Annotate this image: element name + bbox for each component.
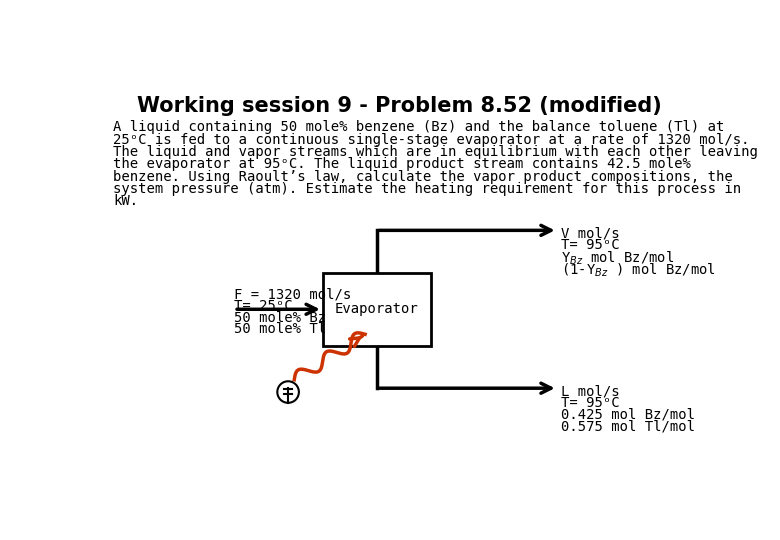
Text: A liquid containing 50 mole% benzene (Bz) and the balance toluene (Tl) at: A liquid containing 50 mole% benzene (Bz… [113,120,725,134]
Text: kW.: kW. [113,194,138,208]
Text: Evaporator: Evaporator [335,302,419,316]
Text: system pressure (atm). Estimate the heating requirement for this process in: system pressure (atm). Estimate the heat… [113,182,742,196]
Text: T= 95ᵒC: T= 95ᵒC [562,238,620,252]
Text: the evaporator at 95ᵒC. The liquid product stream contains 42.5 mole%: the evaporator at 95ᵒC. The liquid produ… [113,157,691,171]
Text: benzene. Using Raoult’s law, calculate the vapor product compositions, the: benzene. Using Raoult’s law, calculate t… [113,170,733,184]
Text: Y$_{Bz}$ mol Bz/mol: Y$_{Bz}$ mol Bz/mol [562,249,675,267]
Text: F = 1320 mol/s: F = 1320 mol/s [234,288,352,302]
Text: 50 mole% Tl: 50 mole% Tl [234,322,326,336]
Text: 0.425 mol Bz/mol: 0.425 mol Bz/mol [562,408,696,421]
Text: T= 95ᵒC: T= 95ᵒC [562,396,620,410]
Text: 50 mole% Bz: 50 mole% Bz [234,311,326,325]
Text: V mol/s: V mol/s [562,226,620,240]
Text: 0.575 mol Tl/mol: 0.575 mol Tl/mol [562,419,696,433]
Text: Working session 9 - Problem 8.52 (modified): Working session 9 - Problem 8.52 (modifi… [137,96,662,116]
Text: T= 25ᵒC: T= 25ᵒC [234,299,292,313]
Text: (1-Y$_{Bz}$ ) mol Bz/mol: (1-Y$_{Bz}$ ) mol Bz/mol [562,261,717,279]
Bar [323,273,431,346]
Text: L mol/s: L mol/s [562,384,620,399]
Text: The liquid and vapor streams which are in equilibrium with each other leaving: The liquid and vapor streams which are i… [113,145,758,159]
Text: 25ᵒC is fed to a continuous single-stage evaporator at a rate of 1320 mol/s.: 25ᵒC is fed to a continuous single-stage… [113,132,750,146]
